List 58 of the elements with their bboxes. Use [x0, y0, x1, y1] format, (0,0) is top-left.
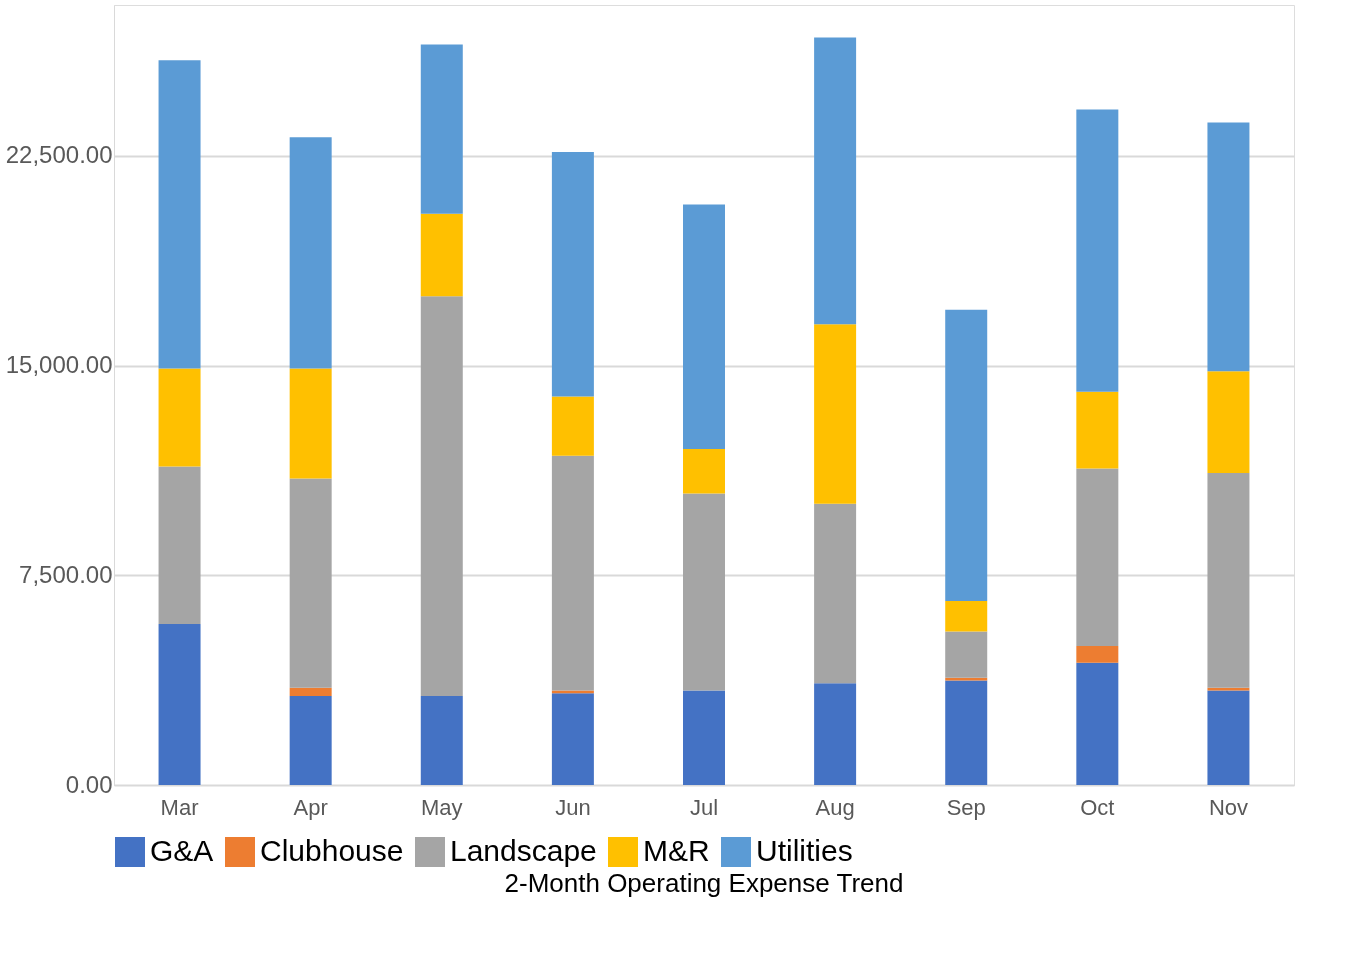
bar: [420, 213, 463, 297]
bar: [1076, 391, 1119, 469]
bar: [551, 455, 594, 691]
x-tick-label: Nov: [1208, 794, 1249, 820]
x-tick-label: Jul: [689, 794, 719, 820]
bar: [1207, 122, 1250, 372]
y-tick-label: 15,000.00: [5, 351, 113, 379]
bar: [814, 503, 857, 684]
bar: [289, 687, 332, 697]
bar: [551, 396, 594, 456]
bar: [1207, 687, 1250, 691]
bar: [551, 693, 594, 785]
bar: [158, 623, 201, 785]
bar: [945, 309, 988, 602]
bar: [289, 368, 332, 479]
bar: [1076, 646, 1119, 663]
bar: [683, 493, 725, 691]
legend-label: G&A: [150, 834, 214, 867]
bar: [683, 690, 725, 785]
x-tick-label: May: [421, 794, 463, 820]
bar: [814, 324, 857, 504]
bar: [1207, 690, 1250, 785]
x-tick-label: Sep: [946, 794, 986, 820]
x-tick-label: Mar: [160, 794, 199, 820]
x-tick-label: Aug: [815, 794, 855, 820]
bar: [683, 204, 725, 449]
bar: [420, 696, 463, 785]
bar: [158, 60, 201, 369]
x-tick-label: Oct: [1080, 794, 1115, 820]
x-tick-label: Apr: [293, 794, 328, 820]
text: 2-Month Operating Expense Trend: [504, 868, 904, 898]
bar: [420, 296, 463, 697]
legend-label: Utilities: [756, 834, 853, 867]
bar: [289, 696, 332, 785]
bar: [945, 601, 988, 632]
x-tick-label: Jun: [555, 794, 591, 820]
bar: [683, 448, 725, 494]
y-tick-label: 22,500.00: [5, 141, 113, 169]
bar: [814, 683, 857, 785]
bar: [1076, 109, 1119, 392]
bar: [1076, 468, 1119, 647]
bar: [1207, 371, 1250, 473]
bar: [1207, 473, 1250, 688]
bar: [814, 37, 857, 325]
bar: [420, 44, 463, 214]
legend-label: Landscape: [450, 834, 597, 867]
bar: [289, 478, 332, 688]
bar: [945, 680, 988, 785]
y-tick-label: 7,500.00: [19, 560, 113, 588]
bar: [158, 368, 201, 467]
bar: [551, 152, 594, 397]
bar: [945, 631, 988, 678]
bar: [289, 137, 332, 369]
legend-label: Clubhouse: [260, 834, 404, 867]
y-tick-label: 0.00: [65, 770, 113, 798]
bar: [158, 466, 201, 624]
bar: [1076, 662, 1119, 785]
legend-label: M&R: [643, 834, 710, 867]
